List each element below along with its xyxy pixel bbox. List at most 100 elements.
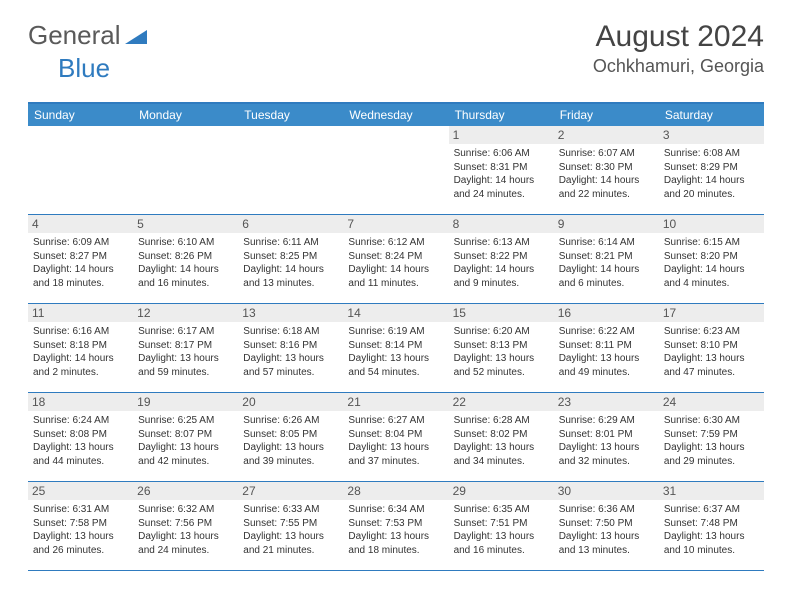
day-number: 17 [659,304,764,322]
day-cell: 15Sunrise: 6:20 AMSunset: 8:13 PMDayligh… [449,304,554,392]
day-info: Sunrise: 6:35 AMSunset: 7:51 PMDaylight:… [454,503,549,557]
day-cell: 22 Sunrise: 6:28 AMSunset: 8:02 PMDayligh… [449,393,554,481]
day-number: 28 [343,482,448,500]
day-info: Sunrise: 6:34 AMSunset: 7:53 PMDaylight:… [348,503,443,557]
day-info: Sunrise: 6:15 AMSunset: 8:20 PMDaylight:… [664,236,759,290]
day-cell: . [238,126,343,214]
day-cell: 17 Sunrise: 6:23 AMSunset: 8:10 PMDayligh… [659,304,764,392]
day-info: Sunrise: 6:23 AMSunset: 8:10 PMDaylight:… [664,325,759,379]
day-number: 8 [449,215,554,233]
dow-header: Wednesday [343,104,448,126]
day-cell: 28 Sunrise: 6:34 AMSunset: 7:53 PMDayligh… [343,482,448,570]
day-number: 29 [449,482,554,500]
week-row: ....1Sunrise: 6:06 AMSunset: 8:31 PMDayl… [28,126,764,215]
location: Ochkhamuri, Georgia [593,56,764,77]
week-row: 25 Sunrise: 6:31 AMSunset: 7:58 PMDayligh… [28,482,764,571]
day-number: 24 [659,393,764,411]
day-info: Sunrise: 6:19 AMSunset: 8:14 PMDaylight:… [348,325,443,379]
day-number: 27 [238,482,343,500]
day-cell: . [133,126,238,214]
day-cell: 11Sunrise: 6:16 AMSunset: 8:18 PMDayligh… [28,304,133,392]
day-cell: 13Sunrise: 6:18 AMSunset: 8:16 PMDayligh… [238,304,343,392]
logo-text-blue: Blue [58,53,110,83]
day-cell: 10 Sunrise: 6:15 AMSunset: 8:20 PMDayligh… [659,215,764,303]
day-cell: . [28,126,133,214]
day-cell: 4 Sunrise: 6:09 AMSunset: 8:27 PMDaylight… [28,215,133,303]
day-cell: 31Sunrise: 6:37 AMSunset: 7:48 PMDayligh… [659,482,764,570]
day-info: Sunrise: 6:13 AMSunset: 8:22 PMDaylight:… [454,236,549,290]
day-cell: 21 Sunrise: 6:27 AMSunset: 8:04 PMDayligh… [343,393,448,481]
day-number: 4 [28,215,133,233]
day-info: Sunrise: 6:07 AMSunset: 8:30 PMDaylight:… [559,147,654,201]
day-cell: 24Sunrise: 6:30 AMSunset: 7:59 PMDayligh… [659,393,764,481]
day-number: 19 [133,393,238,411]
day-cell: 23 Sunrise: 6:29 AMSunset: 8:01 PMDayligh… [554,393,659,481]
day-number: 26 [133,482,238,500]
day-info: Sunrise: 6:08 AMSunset: 8:29 PMDaylight:… [664,147,759,201]
day-number: 30 [554,482,659,500]
day-info: Sunrise: 6:14 AMSunset: 8:21 PMDaylight:… [559,236,654,290]
day-info: Sunrise: 6:06 AMSunset: 8:31 PMDaylight:… [454,147,549,201]
day-number: 18 [28,393,133,411]
day-cell: 20Sunrise: 6:26 AMSunset: 8:05 PMDayligh… [238,393,343,481]
day-cell: 29 Sunrise: 6:35 AMSunset: 7:51 PMDayligh… [449,482,554,570]
day-cell: 8 Sunrise: 6:13 AMSunset: 8:22 PMDaylight… [449,215,554,303]
calendar: SundayMondayTuesdayWednesdayThursdayFrid… [28,102,764,571]
day-cell: 14 Sunrise: 6:19 AMSunset: 8:14 PMDayligh… [343,304,448,392]
day-info: Sunrise: 6:09 AMSunset: 8:27 PMDaylight:… [33,236,128,290]
day-number: 21 [343,393,448,411]
day-info: Sunrise: 6:33 AMSunset: 7:55 PMDaylight:… [243,503,338,557]
day-number: 5 [133,215,238,233]
day-info: Sunrise: 6:16 AMSunset: 8:18 PMDaylight:… [33,325,128,379]
month-title: August 2024 [593,20,764,54]
day-cell: 27 Sunrise: 6:33 AMSunset: 7:55 PMDayligh… [238,482,343,570]
dow-header: Saturday [659,104,764,126]
week-row: 4 Sunrise: 6:09 AMSunset: 8:27 PMDaylight… [28,215,764,304]
day-number: 13 [238,304,343,322]
logo-text-general: General [28,20,121,51]
day-info: Sunrise: 6:24 AMSunset: 8:08 PMDaylight:… [33,414,128,468]
day-number: 31 [659,482,764,500]
logo-triangle-icon [125,20,147,51]
day-cell: 6 Sunrise: 6:11 AMSunset: 8:25 PMDaylight… [238,215,343,303]
dow-row: SundayMondayTuesdayWednesdayThursdayFrid… [28,104,764,126]
day-cell: 19 Sunrise: 6:25 AMSunset: 8:07 PMDayligh… [133,393,238,481]
day-info: Sunrise: 6:17 AMSunset: 8:17 PMDaylight:… [138,325,233,379]
day-number: 3 [659,126,764,144]
day-info: Sunrise: 6:29 AMSunset: 8:01 PMDaylight:… [559,414,654,468]
day-info: Sunrise: 6:25 AMSunset: 8:07 PMDaylight:… [138,414,233,468]
day-cell: 1 Sunrise: 6:06 AMSunset: 8:31 PMDaylight… [449,126,554,214]
weeks-container: ....1Sunrise: 6:06 AMSunset: 8:31 PMDayl… [28,126,764,571]
dow-header: Monday [133,104,238,126]
day-info: Sunrise: 6:27 AMSunset: 8:04 PMDaylight:… [348,414,443,468]
day-cell: 30Sunrise: 6:36 AMSunset: 7:50 PMDayligh… [554,482,659,570]
day-number: 22 [449,393,554,411]
dow-header: Tuesday [238,104,343,126]
day-number: 1 [449,126,554,144]
dow-header: Friday [554,104,659,126]
day-cell: 2Sunrise: 6:07 AMSunset: 8:30 PMDaylight… [554,126,659,214]
day-number: 23 [554,393,659,411]
day-number: 6 [238,215,343,233]
week-row: 11Sunrise: 6:16 AMSunset: 8:18 PMDayligh… [28,304,764,393]
day-cell: 18 Sunrise: 6:24 AMSunset: 8:08 PMDayligh… [28,393,133,481]
day-info: Sunrise: 6:32 AMSunset: 7:56 PMDaylight:… [138,503,233,557]
day-cell: 25 Sunrise: 6:31 AMSunset: 7:58 PMDayligh… [28,482,133,570]
day-info: Sunrise: 6:28 AMSunset: 8:02 PMDaylight:… [454,414,549,468]
day-info: Sunrise: 6:26 AMSunset: 8:05 PMDaylight:… [243,414,338,468]
day-cell: 26 Sunrise: 6:32 AMSunset: 7:56 PMDayligh… [133,482,238,570]
day-number: 25 [28,482,133,500]
day-number: 9 [554,215,659,233]
dow-header: Thursday [449,104,554,126]
dow-header: Sunday [28,104,133,126]
logo: General [28,20,149,51]
day-info: Sunrise: 6:31 AMSunset: 7:58 PMDaylight:… [33,503,128,557]
day-info: Sunrise: 6:10 AMSunset: 8:26 PMDaylight:… [138,236,233,290]
day-info: Sunrise: 6:11 AMSunset: 8:25 PMDaylight:… [243,236,338,290]
day-number: 14 [343,304,448,322]
day-number: 7 [343,215,448,233]
day-info: Sunrise: 6:22 AMSunset: 8:11 PMDaylight:… [559,325,654,379]
day-number: 16 [554,304,659,322]
day-number: 10 [659,215,764,233]
day-cell: 7Sunrise: 6:12 AMSunset: 8:24 PMDaylight… [343,215,448,303]
